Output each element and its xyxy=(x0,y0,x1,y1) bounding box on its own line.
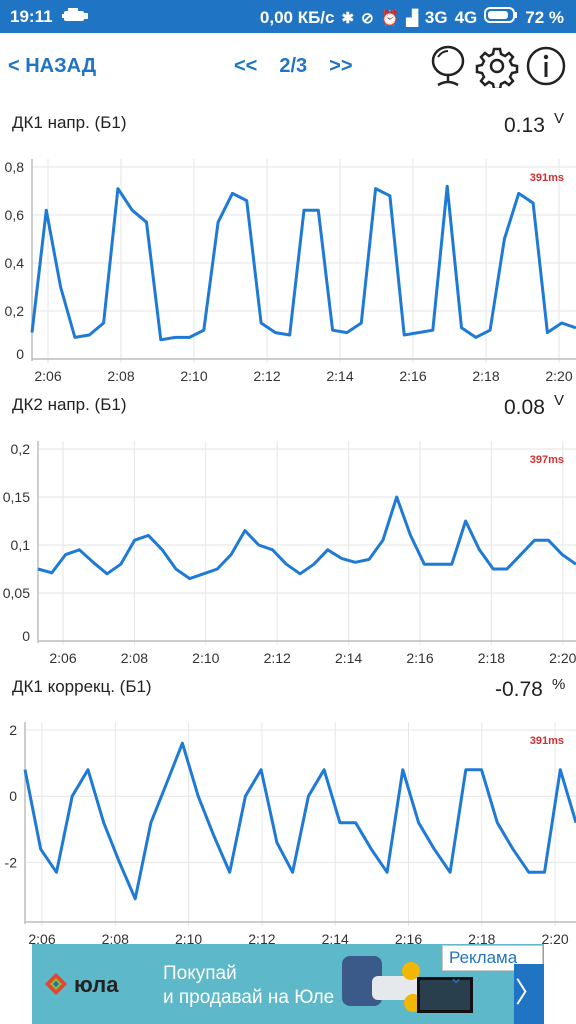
panel-2-title: ДК2 напр. (Б1) xyxy=(12,395,127,414)
alarm-icon: ⏰ xyxy=(380,9,400,27)
x-tick-label: 2:20 xyxy=(541,931,568,947)
x-tick-label: 2:06 xyxy=(49,650,76,666)
network-3g: 3G xyxy=(424,7,448,27)
network-speed: 0,00 КБ/с xyxy=(259,7,335,27)
gear-icon[interactable] xyxy=(475,44,519,91)
yula-logo-icon xyxy=(44,972,68,996)
y-tick-label: 0,2 xyxy=(11,441,31,457)
page-indicator: 2/3 xyxy=(279,55,308,77)
y-tick-label: 0,2 xyxy=(5,303,25,319)
pager: << 2/3 >> xyxy=(234,55,353,78)
info-icon[interactable] xyxy=(524,44,568,88)
status-bar: 19:11 0,00 КБ/с ✱ ⊘ ⏰ ▟ 3G 4G 72 % xyxy=(0,0,576,33)
chart-timing-label: 391ms xyxy=(530,735,564,747)
x-tick-label: 2:10 xyxy=(192,650,219,666)
ad-banner[interactable]: юла Покупай и продавай на Юле Реклама ⌄ … xyxy=(32,944,544,1024)
panel-1-value: 0.13 xyxy=(504,114,545,137)
y-tick-label: 0,05 xyxy=(3,585,30,601)
panel-3-title: ДК1 коррекц. (Б1) xyxy=(12,677,152,696)
ad-next-button[interactable]: 〉 xyxy=(514,964,544,1024)
x-tick-label: 2:16 xyxy=(399,368,426,384)
x-tick-label: 2:16 xyxy=(395,931,422,947)
chart-timing-label: 397ms xyxy=(530,454,564,466)
x-tick-label: 2:20 xyxy=(545,368,572,384)
mute-icon: ⊘ xyxy=(361,9,374,27)
y-tick-label: 0,1 xyxy=(11,537,31,553)
y-tick-label: 0,15 xyxy=(3,489,30,505)
x-tick-label: 2:18 xyxy=(468,931,495,947)
x-tick-label: 2:14 xyxy=(326,368,353,384)
ad-text-line2: и продавай на Юле xyxy=(163,987,335,1008)
x-tick-label: 2:10 xyxy=(175,931,202,947)
panel-2-unit: V xyxy=(554,392,565,409)
network-4g: 4G xyxy=(454,7,478,27)
top-bar: < НАЗАД << 2/3 >> xyxy=(0,33,576,99)
panel-2-value: 0.08 xyxy=(504,396,545,419)
car-icon xyxy=(62,7,88,25)
x-tick-label: 2:18 xyxy=(472,368,499,384)
ad-brand: юла xyxy=(74,972,119,997)
tv-image xyxy=(417,977,473,1013)
panel-1-title: ДК1 напр. (Б1) xyxy=(12,113,127,132)
y-tick-label: 0,6 xyxy=(5,207,25,223)
chart-dk1-correction: -2 0 2 2:06 2:08 2:10 2:12 2:14 2:16 2:18 2:20 391m… xyxy=(5,722,576,947)
x-tick-label: 2:16 xyxy=(406,650,433,666)
bluetooth-icon: ✱ xyxy=(341,9,355,27)
y-tick-label: 0,8 xyxy=(5,159,25,175)
x-tick-label: 2:14 xyxy=(335,650,362,666)
ad-text-line1: Покупай xyxy=(163,963,237,984)
prev-page-button[interactable]: << xyxy=(234,55,258,77)
x-tick-label: 2:12 xyxy=(253,368,280,384)
y-tick-label: 0 xyxy=(22,628,30,644)
y-tick-label: 0 xyxy=(16,346,24,362)
panel-1-unit: V xyxy=(554,110,565,127)
x-tick-label: 2:06 xyxy=(34,368,61,384)
x-tick-label: 2:08 xyxy=(107,368,134,384)
x-tick-label: 2:08 xyxy=(102,931,129,947)
x-tick-label: 2:12 xyxy=(248,931,275,947)
chart-timing-label: 391ms xyxy=(530,172,564,184)
x-tick-label: 2:14 xyxy=(322,931,349,947)
x-tick-label: 2:12 xyxy=(264,650,291,666)
back-button[interactable]: < НАЗАД xyxy=(8,55,97,77)
y-tick-label: -2 xyxy=(5,854,18,870)
chart-dk2-voltage: 0 0,05 0,1 0,15 0,2 2:06 2:08 2:10 2:12 2:14 2:16 2… xyxy=(3,441,576,666)
x-tick-label: 2:08 xyxy=(121,650,148,666)
y-tick-label: 0,4 xyxy=(5,255,25,271)
chart-dk1-voltage: 0 0,2 0,4 0,6 0,8 2:06 2:08 2:10 2:12 2:14 2:16 2:1… xyxy=(5,159,576,384)
x-tick-label: 2:10 xyxy=(180,368,207,384)
panel-3-value: -0.78 xyxy=(495,678,543,701)
mirror-icon[interactable] xyxy=(426,44,470,88)
status-right: 0,00 КБ/с ✱ ⊘ ⏰ ▟ 3G 4G 72 % xyxy=(260,7,564,28)
y-tick-label: 0 xyxy=(9,788,17,804)
x-tick-label: 2:06 xyxy=(28,931,55,947)
x-tick-label: 2:20 xyxy=(549,650,576,666)
battery-icon xyxy=(484,7,518,28)
status-time: 19:11 xyxy=(10,7,53,26)
coin-icon xyxy=(402,962,420,980)
x-tick-label: 2:18 xyxy=(478,650,505,666)
battery-percent: 72 % xyxy=(525,7,564,27)
panel-3-unit: % xyxy=(552,676,566,693)
series-line xyxy=(23,741,576,901)
next-page-button[interactable]: >> xyxy=(329,55,353,77)
signal-icon: ▟ xyxy=(406,9,418,27)
y-tick-label: 2 xyxy=(9,722,17,738)
series-line xyxy=(37,495,576,581)
